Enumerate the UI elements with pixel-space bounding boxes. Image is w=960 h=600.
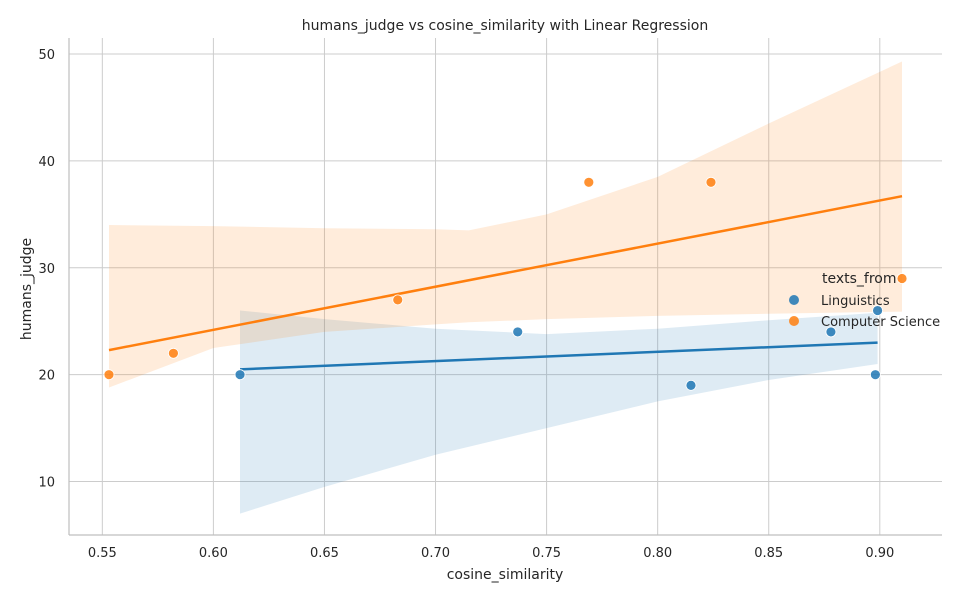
x-tick-label: 0.60 <box>199 546 228 561</box>
computer-science-point <box>103 369 115 381</box>
y-tick-label: 10 <box>38 476 55 491</box>
regression-lines <box>108 194 903 371</box>
axes: 0.55 0.60 0.65 0.70 0.75 0.80 0.85 0.90 10 20 30 40… <box>38 38 942 561</box>
computer-science-point <box>583 176 595 188</box>
legend: texts_from Linguistics Computer Science <box>789 271 940 330</box>
linguistics-confidence-band <box>240 310 878 514</box>
x-tick-label: 0.70 <box>421 546 450 561</box>
computer-science-legend-marker <box>789 316 799 326</box>
computer-science-confidence-band <box>109 61 902 388</box>
linguistics-regression-line <box>239 341 878 371</box>
x-tick-label: 0.55 <box>88 546 117 561</box>
computer-science-point <box>896 273 908 284</box>
legend-title: texts_from <box>822 271 897 287</box>
x-tick-label: 0.65 <box>310 546 339 561</box>
computer-science-point <box>392 294 404 306</box>
linguistics-legend-marker <box>789 295 799 305</box>
computer-science-point <box>168 347 179 359</box>
chart-title: humans_judge vs cosine_similarity with L… <box>302 18 708 34</box>
linguistics-legend-label: Linguistics <box>821 294 890 309</box>
y-axis-title: humans_judge <box>19 238 35 340</box>
x-axis-title: cosine_similarity <box>447 567 564 583</box>
linguistics-point <box>869 369 881 381</box>
y-tick-label: 20 <box>38 369 55 384</box>
y-tick-label: 40 <box>38 155 55 170</box>
linguistics-point <box>512 326 524 338</box>
x-tick-label: 0.75 <box>532 546 561 561</box>
x-tick-label: 0.85 <box>754 546 783 561</box>
linguistics-point <box>825 326 837 338</box>
y-tick-label: 30 <box>38 262 55 277</box>
linguistics-point <box>234 369 246 381</box>
linguistics-point <box>685 379 697 391</box>
grid <box>69 38 942 535</box>
y-tick-label: 50 <box>38 48 55 63</box>
x-tick-label: 0.90 <box>865 546 894 561</box>
x-tick-label: 0.80 <box>643 546 672 561</box>
confidence-bands <box>109 61 902 514</box>
computer-science-regression-line <box>108 194 903 352</box>
computer-science-point <box>705 176 717 188</box>
computer-science-legend-label: Computer Science <box>821 315 940 330</box>
data-points <box>103 176 908 391</box>
linguistics-point <box>872 305 883 316</box>
